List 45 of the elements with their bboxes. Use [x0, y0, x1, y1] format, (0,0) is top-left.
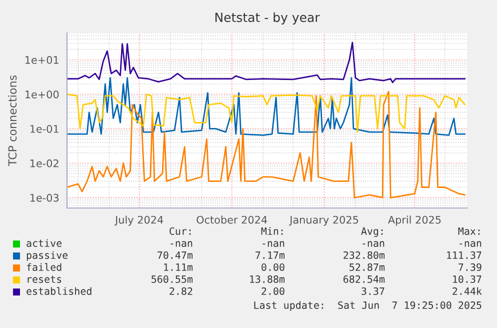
text: 2.82 [170, 287, 192, 295]
line-series [67, 94, 466, 133]
x-tick-label: October 2024 [196, 216, 267, 224]
x-tick-label: July 2024 [114, 216, 164, 226]
text: 1.11m [164, 263, 193, 271]
text: Avg: [361, 227, 383, 237]
text: 52.87m [350, 263, 385, 271]
text: -nan [170, 241, 192, 247]
line-series [67, 77, 466, 136]
x-tick-label: April 2025 [388, 216, 441, 226]
text: 0.00 [262, 263, 284, 271]
text: 10.37 [453, 275, 482, 283]
text: 7.17m [256, 251, 285, 259]
text: 560.55m [152, 275, 193, 283]
text: -nan [460, 241, 482, 247]
legend-label: passive [26, 251, 68, 261]
text: 111.37 [447, 251, 482, 259]
text: 2.44k [452, 287, 482, 295]
y-tick-label: 1e-03 [30, 194, 59, 202]
y-axis-title: TCP connections [8, 75, 17, 166]
text: -nan [262, 241, 284, 247]
text: Last update: Sat Jun 7 19:25:00 2025 [254, 301, 482, 311]
text: 70.47m [158, 251, 193, 259]
x-tick-label: January 2025 [289, 216, 358, 226]
legend-label: failed [26, 263, 62, 271]
legend-label: established [26, 287, 92, 295]
text: Min: [261, 227, 283, 235]
line-series [67, 42, 466, 84]
y-tick-label: 1e-01 [30, 124, 58, 133]
text: 2.00 [262, 287, 284, 295]
text: 7.39 [458, 263, 482, 271]
legend-label: active [26, 239, 62, 247]
text: 682.54m [344, 275, 385, 283]
chart-title: Netstat - by year [215, 12, 320, 24]
text: 3.37 [362, 287, 384, 295]
text: 232.80m [344, 251, 385, 259]
y-tick-label: 1e+00 [25, 90, 59, 98]
line-series [67, 90, 466, 198]
y-tick-label: 1e-02 [30, 159, 58, 168]
text: 13.88m [250, 275, 285, 283]
y-tick-label: 1e+01 [25, 56, 58, 64]
legend-label: resets [28, 276, 62, 283]
text: -nan [362, 241, 384, 247]
text: Cur: [170, 227, 191, 235]
text: Max: [458, 227, 480, 235]
